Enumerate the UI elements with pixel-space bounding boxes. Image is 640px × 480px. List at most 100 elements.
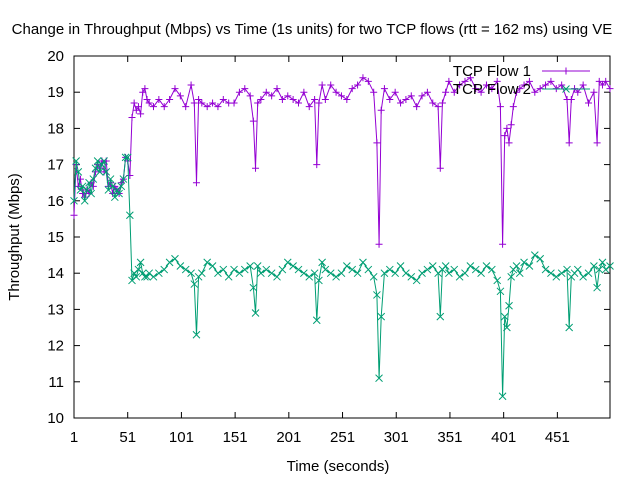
y-tick-label: 18 (47, 120, 64, 137)
data-point (373, 139, 381, 147)
data-point (332, 88, 340, 96)
data-point (493, 276, 502, 285)
y-tick-label: 16 (47, 193, 64, 210)
data-point (500, 312, 509, 321)
data-point (195, 95, 203, 103)
data-point (370, 88, 378, 96)
data-point (499, 240, 507, 248)
x-tick-label: 301 (384, 429, 409, 446)
data-point (505, 139, 513, 147)
data-point (214, 269, 222, 278)
data-point (593, 139, 601, 147)
data-point (315, 276, 323, 285)
data-point (565, 139, 573, 147)
x-axis-label: Time (seconds) (287, 458, 390, 475)
data-point (326, 269, 335, 278)
data-point (391, 88, 399, 96)
data-point (273, 272, 281, 281)
data-point (87, 189, 96, 198)
data-point (525, 262, 534, 270)
data-point (574, 88, 582, 96)
data-point (246, 92, 254, 100)
data-point (547, 77, 555, 85)
data-point (396, 262, 405, 270)
data-point (436, 312, 445, 321)
data-point (359, 258, 367, 267)
data-point (318, 258, 326, 267)
legend-marker (562, 67, 570, 75)
data-point (160, 265, 169, 274)
data-point (418, 269, 426, 278)
data-point (315, 99, 323, 107)
y-tick-label: 13 (47, 301, 64, 318)
data-point (565, 323, 574, 332)
data-point (369, 272, 378, 281)
data-point (501, 132, 509, 140)
legend-label: TCP Flow 1 (453, 63, 531, 80)
data-point (252, 164, 260, 172)
data-point (412, 276, 421, 285)
data-point (377, 312, 386, 321)
data-point (380, 85, 388, 93)
data-point (461, 77, 469, 85)
data-point (487, 265, 496, 274)
data-point (80, 196, 89, 205)
data-point (251, 309, 260, 317)
data-point (498, 392, 507, 401)
data-point (321, 95, 329, 103)
data-point (249, 117, 257, 125)
data-point (76, 175, 84, 183)
data-point (407, 92, 415, 100)
data-point (311, 95, 319, 103)
data-point (507, 121, 515, 129)
data-point (312, 316, 321, 325)
data-point (579, 81, 587, 89)
data-point (160, 103, 168, 111)
y-axis-label: Throughput (Mbps) (6, 173, 23, 301)
data-point (503, 323, 511, 332)
data-point (176, 92, 184, 100)
legend-marker (562, 85, 570, 93)
data-point (198, 99, 206, 107)
data-point (171, 85, 179, 93)
data-point (375, 240, 383, 248)
data-point (136, 258, 145, 267)
data-point (445, 77, 453, 85)
data-point (445, 269, 453, 278)
data-point (72, 157, 81, 165)
data-point (595, 77, 603, 85)
data-point (74, 182, 82, 190)
data-point (606, 85, 614, 93)
data-point (126, 171, 134, 179)
data-point (79, 190, 87, 198)
data-point (126, 211, 134, 220)
data-point (477, 269, 485, 278)
data-point (187, 81, 195, 89)
data-point (70, 196, 78, 205)
data-point (542, 81, 550, 89)
data-point (318, 81, 326, 89)
data-point (182, 103, 190, 111)
data-point (337, 92, 345, 100)
data-point (450, 88, 458, 96)
data-point (278, 265, 287, 274)
data-point (128, 114, 136, 122)
data-point (585, 99, 593, 107)
data-point (143, 95, 151, 103)
data-point (134, 103, 142, 111)
data-point (166, 95, 174, 103)
data-point (149, 272, 158, 281)
data-point (402, 269, 410, 278)
data-point (496, 287, 505, 296)
data-point (313, 161, 321, 169)
data-point (119, 175, 128, 183)
data-point (520, 81, 528, 89)
data-point (573, 265, 582, 274)
data-point (143, 272, 151, 281)
data-point (192, 330, 201, 339)
data-point (149, 103, 157, 111)
data-point (516, 85, 524, 93)
data-point (364, 265, 373, 274)
data-point (224, 272, 233, 281)
